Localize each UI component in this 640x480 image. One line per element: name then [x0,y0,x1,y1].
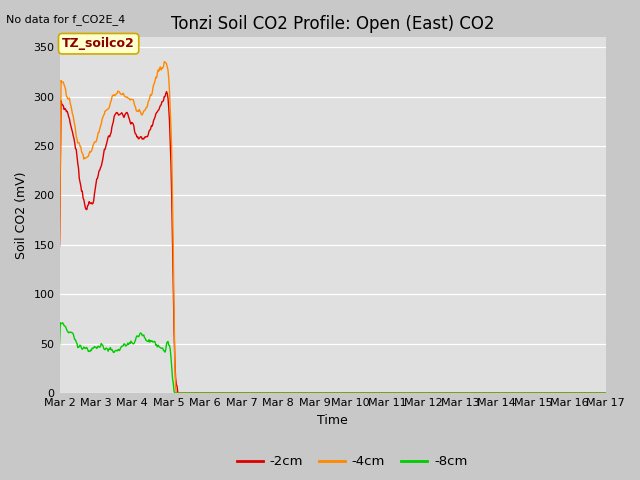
Text: TZ_soilco2: TZ_soilco2 [62,37,135,50]
Y-axis label: Soil CO2 (mV): Soil CO2 (mV) [15,171,28,259]
Title: Tonzi Soil CO2 Profile: Open (East) CO2: Tonzi Soil CO2 Profile: Open (East) CO2 [171,15,494,33]
X-axis label: Time: Time [317,414,348,427]
Text: No data for f_CO2E_4: No data for f_CO2E_4 [6,14,125,25]
Legend: -2cm, -4cm, -8cm: -2cm, -4cm, -8cm [231,450,473,473]
